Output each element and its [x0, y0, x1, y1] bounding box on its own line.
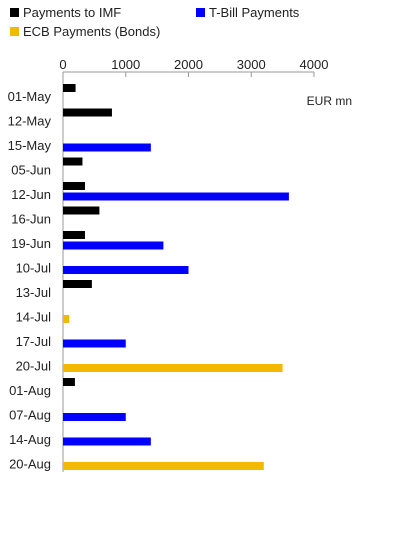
legend-label: ECB Payments (Bonds): [23, 24, 161, 39]
y-category-label: 01-Aug: [9, 383, 51, 398]
legend-item-ecb-payments-bonds: ECB Payments (Bonds): [10, 24, 160, 39]
bar-ecb-payments-bonds-20-aug: [63, 462, 264, 470]
y-category-label: 19-Jun: [11, 236, 51, 251]
y-category-label: 20-Jul: [16, 359, 52, 374]
legend-item-payments-to-imf: Payments to IMF: [10, 5, 121, 20]
x-tick-label: 1000: [111, 57, 140, 72]
bars: [63, 84, 289, 470]
y-category-label: 12-Jun: [11, 187, 51, 202]
x-tick-label: 2000: [174, 57, 203, 72]
y-category-label: 15-May: [8, 138, 52, 153]
unit-label: EUR mn: [307, 94, 352, 108]
x-tick-label: 3000: [237, 57, 266, 72]
legend-item-t-bill-payments: T-Bill Payments: [196, 5, 299, 20]
bar-t-bill-payments-10-jul: [63, 266, 189, 274]
bar-payments-to-imf-16-jun: [63, 206, 100, 215]
bar-ecb-payments-bonds-14-jul: [63, 315, 70, 323]
x-axis: 0 1000 2000 3000 4000 EUR mn: [59, 57, 352, 108]
y-category-label: 01-May: [8, 89, 52, 104]
bar-t-bill-payments-12-jun: [63, 192, 289, 201]
bar-ecb-payments-bonds-20-jul: [63, 364, 283, 372]
bar-payments-to-imf-05-jun: [63, 157, 83, 166]
y-category-label: 14-Jul: [16, 310, 52, 325]
bar-payments-to-imf-01-aug: [63, 378, 75, 386]
legend-label: Payments to IMF: [23, 5, 122, 20]
legend: Payments to IMF T-Bill Payments ECB Paymen…: [0, 0, 400, 50]
y-category-label: 10-Jul: [16, 261, 52, 276]
y-category-label: 05-Jun: [11, 163, 51, 178]
y-axis: 01-May 12-May 15-May 05-Jun 12-Jun 16-Jun 19-J…: [8, 76, 64, 472]
legend-swatch: [10, 27, 19, 36]
bar-payments-to-imf-01-may: [63, 84, 76, 92]
bar-payments-to-imf-12-may: [63, 108, 112, 117]
y-category-label: 07-Aug: [9, 408, 51, 423]
y-category-label: 14-Aug: [9, 432, 51, 447]
y-category-label: 12-May: [8, 114, 52, 129]
y-category-label: 20-Aug: [9, 457, 51, 472]
y-category-label: 13-Jul: [16, 285, 52, 300]
bar-payments-to-imf-19-jun: [63, 231, 85, 239]
bar-payments-to-imf-13-jul: [63, 280, 92, 288]
y-category-label: 17-Jul: [16, 334, 52, 349]
bar-t-bill-payments-17-jul: [63, 339, 126, 348]
legend-label: T-Bill Payments: [209, 5, 300, 20]
bar-payments-to-imf-12-jun: [63, 182, 85, 190]
legend-swatch: [196, 8, 205, 17]
bar-t-bill-payments-15-may: [63, 143, 151, 152]
bar-t-bill-payments-07-aug: [63, 413, 126, 421]
x-tick-label: 4000: [300, 57, 329, 72]
bar-t-bill-payments-19-jun: [63, 241, 164, 250]
legend-swatch: [10, 8, 19, 17]
bar-t-bill-payments-14-aug: [63, 437, 151, 446]
y-category-label: 16-Jun: [11, 212, 51, 227]
x-tick-label: 0: [59, 57, 66, 72]
